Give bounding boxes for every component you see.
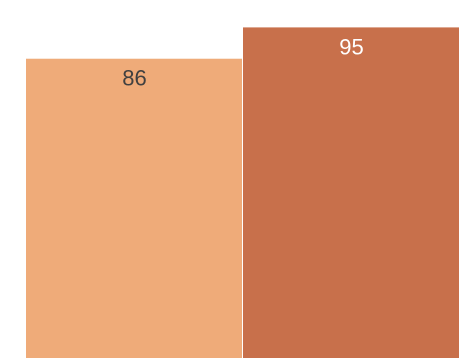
bar-1 [26,58,242,358]
bar-2 [243,27,459,358]
data-label-2: 95 [339,34,363,59]
data-label-1: 86 [122,66,146,91]
